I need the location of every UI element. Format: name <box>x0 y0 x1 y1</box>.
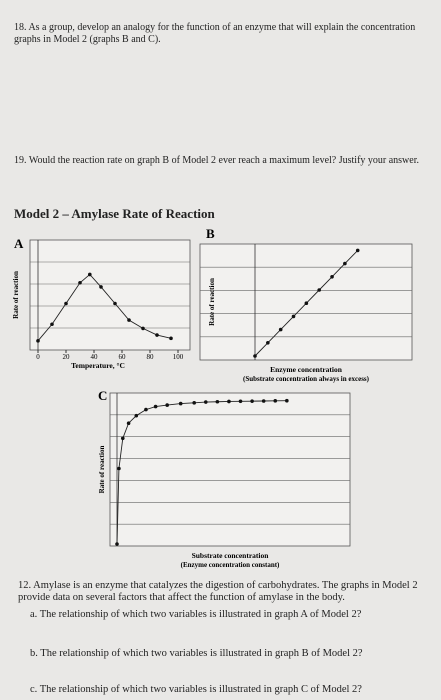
data-point <box>78 280 82 285</box>
data-point <box>36 339 40 343</box>
data-point <box>50 322 54 327</box>
graph-label: B <box>206 226 215 241</box>
data-point <box>115 542 119 546</box>
data-point <box>120 436 125 441</box>
y-axis-label: Rate of reaction <box>208 278 216 326</box>
graph-label: C <box>98 388 107 403</box>
data-point <box>238 399 243 404</box>
data-point <box>215 399 220 404</box>
x-tick-label: 80 <box>147 353 155 361</box>
data-point <box>169 336 173 341</box>
data-point <box>253 354 257 358</box>
graph-frame <box>29 239 191 351</box>
question: 19. Would the reaction rate on graph B o… <box>14 155 419 166</box>
x-axis-sublabel: (Substrate concentration always in exces… <box>243 375 370 383</box>
data-point <box>178 401 183 406</box>
data-point <box>88 272 92 277</box>
data-point <box>192 401 196 405</box>
data-point <box>261 399 266 403</box>
x-tick-label: 60 <box>119 353 127 361</box>
model-title: Model 2 – Amylase Rate of Reaction <box>14 206 215 221</box>
graph-frame <box>109 392 351 547</box>
x-axis-label: Substrate concentration <box>192 551 270 560</box>
data-point <box>126 421 131 426</box>
data-point <box>343 261 347 266</box>
data-point <box>141 326 145 331</box>
data-point <box>134 413 139 418</box>
y-axis-label: Rate of reaction <box>98 446 106 494</box>
data-point <box>273 399 278 403</box>
x-tick-label: 0 <box>36 353 40 361</box>
data-point <box>144 407 148 412</box>
data-point <box>153 404 158 409</box>
data-point <box>330 275 334 279</box>
data-point <box>227 399 231 404</box>
data-point <box>250 399 254 403</box>
x-axis-label: Temperature, °C <box>71 361 125 370</box>
curve <box>116 400 287 545</box>
data-point <box>355 248 360 253</box>
data-point <box>291 314 296 319</box>
x-axis-sublabel: (Enzyme concentration constant) <box>181 561 280 569</box>
data-point <box>266 341 270 345</box>
data-point <box>155 333 159 337</box>
data-point <box>64 301 68 306</box>
x-axis-label: Enzyme concentration <box>270 365 343 374</box>
question: c. The relationship of which two variabl… <box>30 684 362 695</box>
question: b. The relationship of which two variabl… <box>30 648 363 659</box>
data-point <box>113 301 117 306</box>
data-point <box>117 466 121 471</box>
data-point <box>317 288 322 292</box>
question: 12. Amylase is an enzyme that catalyzes … <box>18 580 418 603</box>
data-point <box>285 398 289 403</box>
data-point <box>278 327 283 332</box>
x-tick-label: 20 <box>63 353 71 361</box>
data-point <box>99 285 103 289</box>
data-point <box>304 301 309 306</box>
question: 18. As a group, develop an analogy for t… <box>14 22 416 45</box>
x-tick-label: 100 <box>173 353 184 361</box>
y-axis-label: Rate of reaction <box>12 271 20 319</box>
graph-label: A <box>14 236 24 251</box>
x-tick-label: 40 <box>91 353 99 361</box>
data-point <box>203 400 208 404</box>
data-point <box>165 403 169 407</box>
data-point <box>127 318 131 322</box>
question: a. The relationship of which two variabl… <box>30 609 362 620</box>
